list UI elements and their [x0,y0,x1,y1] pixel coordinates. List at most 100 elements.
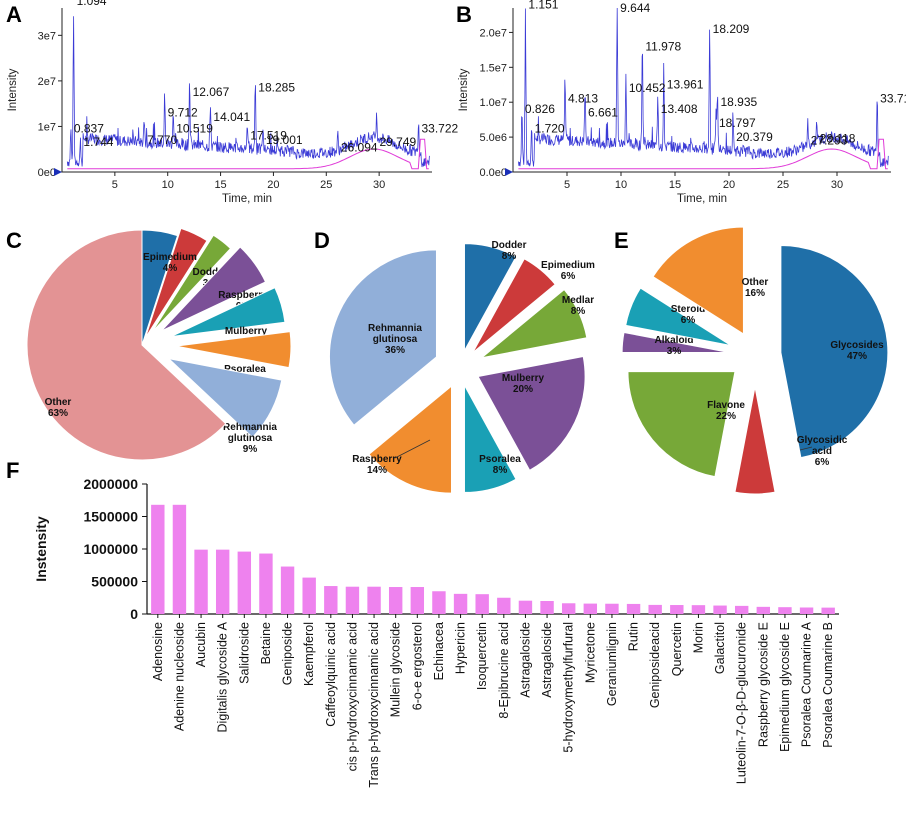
peak-label: 33.718 [880,92,906,106]
pie-slice-epimedium [144,227,208,339]
pie-chart-e: Glycosides47%Glycosidicacid6%Flavone22%A… [621,226,889,495]
x-tick-label: 5 [112,179,118,191]
peak-label: 28.118 [820,131,856,145]
x-tick-label: Quercetin [670,622,684,676]
pie-label: Raspberry [218,290,268,301]
pie-slice-alkaloid [621,331,730,354]
bar [605,603,619,614]
pie-slice-other [652,226,744,335]
pie-label: Epimedium [541,260,595,271]
y-axis-title: Instensity [33,516,49,582]
pie-slice-raspberry [161,246,267,332]
pie-label: Rehmannia [368,323,422,334]
tic-trace [66,16,430,168]
x-tick-label: Galactitol [713,622,727,674]
pie-slice-medlar [481,288,588,359]
x-axis-title: Time, min [677,193,727,205]
peak-label: 1.151 [528,0,558,11]
x-tick-label: 25 [777,179,789,191]
bar [648,604,662,614]
blank-trace [518,138,888,170]
bar [497,597,511,614]
peak-label: 11.978 [645,39,681,53]
y-tick-label: 5.0e6 [479,132,507,144]
bar [799,607,814,614]
bar [345,586,360,614]
y-tick-label: 1000000 [83,541,138,557]
y-tick-label: 1.0e7 [479,97,507,109]
peak-label: 13.408 [661,102,698,116]
pie-slice-flavone [627,371,736,478]
pie-label: 6% [561,271,576,282]
panel-label-f: F [6,458,19,483]
pie-label: 3% [667,346,682,357]
bar [237,551,252,614]
pie-slice-psoralea [463,385,517,493]
x-tick-label: 20 [723,179,735,191]
pie-label: 47% [847,351,867,362]
peak-label: 14.041 [213,110,250,124]
pie-label: 22% [716,411,736,422]
pie-slice-rehmannia-glutinosa [167,357,283,439]
pie-label: Mulberry [502,373,545,384]
x-tick-label: 10 [162,179,174,191]
x-tick-label: Salidroside [237,622,251,684]
pie-slice-other [26,229,227,461]
peak-label: 9.644 [620,1,650,15]
x-tick-label: Isoquercetin [475,622,489,690]
pie-label: acid [812,446,832,457]
pie-label: Other [742,277,769,288]
x-tick-label: cis p-hydroxycinnamic acid [345,622,359,771]
bar [453,593,468,614]
y-tick-label: 0 [130,606,138,622]
x-tick-label: 20 [267,179,279,191]
pie-label: 8% [571,306,586,317]
chromatogram-a: 5 10 15 20 25 30 0e0 1e7 2e7 3e7 Time, min Intensit… [7,0,459,205]
y-axis-title: Intensity [458,68,470,111]
y-tick-label: 1e7 [38,121,56,133]
x-tick-label: Myricetone [583,622,597,683]
pie-label: 8% [493,465,508,476]
peak-label: 4.813 [568,92,598,106]
pie-slice-mulberry [170,287,286,338]
pie-label: Steroid [671,304,705,315]
peak-label: 33.722 [421,122,458,136]
pie-label: Raspberry [352,454,402,465]
x-tick-label: 6-o-e ergosterol [410,622,424,710]
x-tick-label: Psoralea Coumarine B [821,622,835,748]
pie-slice-psoralea [175,331,292,369]
pie-label: Glycosidic [797,435,848,446]
x-tick-label: 10 [615,179,627,191]
x-tick-label: 5-hydroxymethylfurfural [562,622,576,753]
x-tick-label: Geniposideacid [648,622,662,708]
x-tick-label: Betaine [259,622,273,664]
peak-label: 1.720 [535,122,565,136]
peak-label: 29.749 [379,135,416,149]
pie-label: 8% [502,251,517,262]
x-tick-label: Kaempferol [302,622,316,686]
bar [561,603,576,614]
x-tick-label: 8-Epibrucine acid [497,622,511,719]
bar [670,605,684,614]
y-tick-label: 0e0 [38,167,56,179]
x-tick-label: 25 [320,179,332,191]
x-tick-label: Epimedium glycoside E [778,622,792,752]
x-tick-label: Adenine nucleoside [172,622,186,731]
peak-label: 12.067 [193,85,230,99]
pie-slice-glycosides [780,245,889,459]
panel-label-a: A [6,2,22,27]
y-tick-label: 2e7 [38,76,56,88]
pie-label: Epimedium [143,252,197,263]
x-tick-label: Astragaloside [540,622,554,698]
peak-label: 18.209 [713,22,750,36]
pie-label: 63% [48,408,68,419]
pie-leader-line [799,446,813,451]
x-tick-label: 30 [373,179,385,191]
x-tick-label: Digitalis glycoside A [216,621,230,732]
pie-label: Psoralea [479,454,521,465]
bar [713,605,727,614]
panel-label-c: C [6,228,22,253]
peak-label: 7.770 [147,133,177,147]
peak-label: 17.519 [250,128,287,142]
